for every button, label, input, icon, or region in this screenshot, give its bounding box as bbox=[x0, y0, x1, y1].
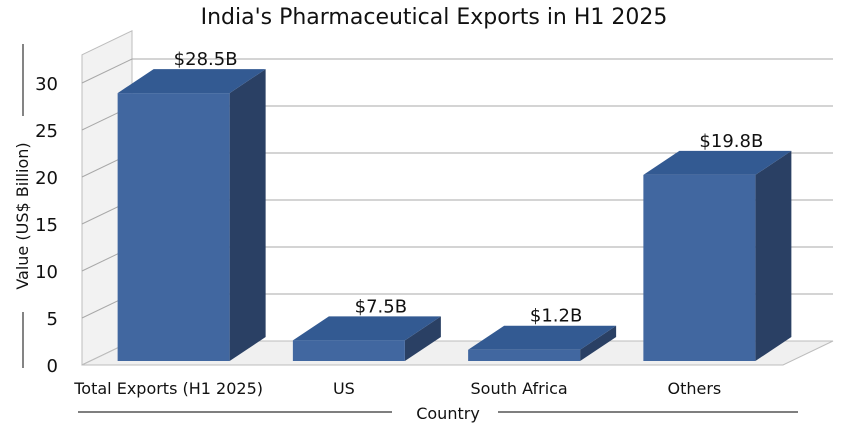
x-axis-title-group: Country bbox=[78, 404, 798, 423]
data-label: $7.5B bbox=[355, 296, 407, 317]
data-labels: $28.5B $7.5B $1.2B $19.8B bbox=[174, 49, 764, 327]
bar-side-face bbox=[229, 69, 266, 361]
bar-front-face bbox=[468, 349, 581, 361]
x-tick-label: Others bbox=[667, 379, 721, 398]
bars bbox=[117, 69, 792, 361]
y-axis-ticks: 0 5 10 15 20 25 30 bbox=[35, 74, 58, 377]
bar-side-face bbox=[580, 325, 617, 361]
x-tick-label: South Africa bbox=[471, 379, 568, 398]
bar-front-face bbox=[292, 340, 405, 361]
bar-total-exports-h1-2025 bbox=[117, 69, 266, 361]
data-label: $19.8B bbox=[699, 131, 763, 152]
y-axis-title-group: Value (US$ Billion) bbox=[13, 44, 32, 368]
bar-others bbox=[643, 150, 792, 361]
y-tick-label: 5 bbox=[47, 309, 58, 330]
x-axis-category-labels: Total Exports (H1 2025) US South Africa Oth… bbox=[73, 379, 721, 398]
bar-side-face bbox=[755, 150, 792, 361]
y-tick-label: 20 bbox=[35, 168, 58, 189]
bar-top-face bbox=[292, 316, 441, 341]
bar-us bbox=[292, 316, 441, 361]
data-label: $1.2B bbox=[530, 306, 582, 327]
bar-top-face bbox=[643, 150, 792, 175]
x-tick-label: US bbox=[333, 379, 355, 398]
y-tick-label: 0 bbox=[47, 356, 58, 377]
y-axis-title: Value (US$ Billion) bbox=[13, 142, 32, 289]
bar-front-face bbox=[643, 174, 756, 361]
x-axis-title: Country bbox=[416, 404, 480, 423]
y-tick-label: 25 bbox=[35, 121, 58, 142]
bar-top-face bbox=[117, 69, 266, 94]
y-tick-label: 30 bbox=[35, 74, 58, 95]
bar-front-face bbox=[117, 93, 230, 361]
y-tick-label: 15 bbox=[35, 215, 58, 236]
chart-title: India's Pharmaceutical Exports in H1 202… bbox=[201, 5, 668, 30]
y-tick-label: 10 bbox=[35, 262, 58, 283]
data-label: $28.5B bbox=[174, 49, 238, 70]
bar-side-face bbox=[404, 316, 441, 361]
bar-south-africa bbox=[468, 325, 617, 361]
x-tick-label: Total Exports (H1 2025) bbox=[73, 379, 263, 398]
bar-top-face bbox=[468, 325, 617, 350]
gridline-side bbox=[81, 58, 133, 84]
